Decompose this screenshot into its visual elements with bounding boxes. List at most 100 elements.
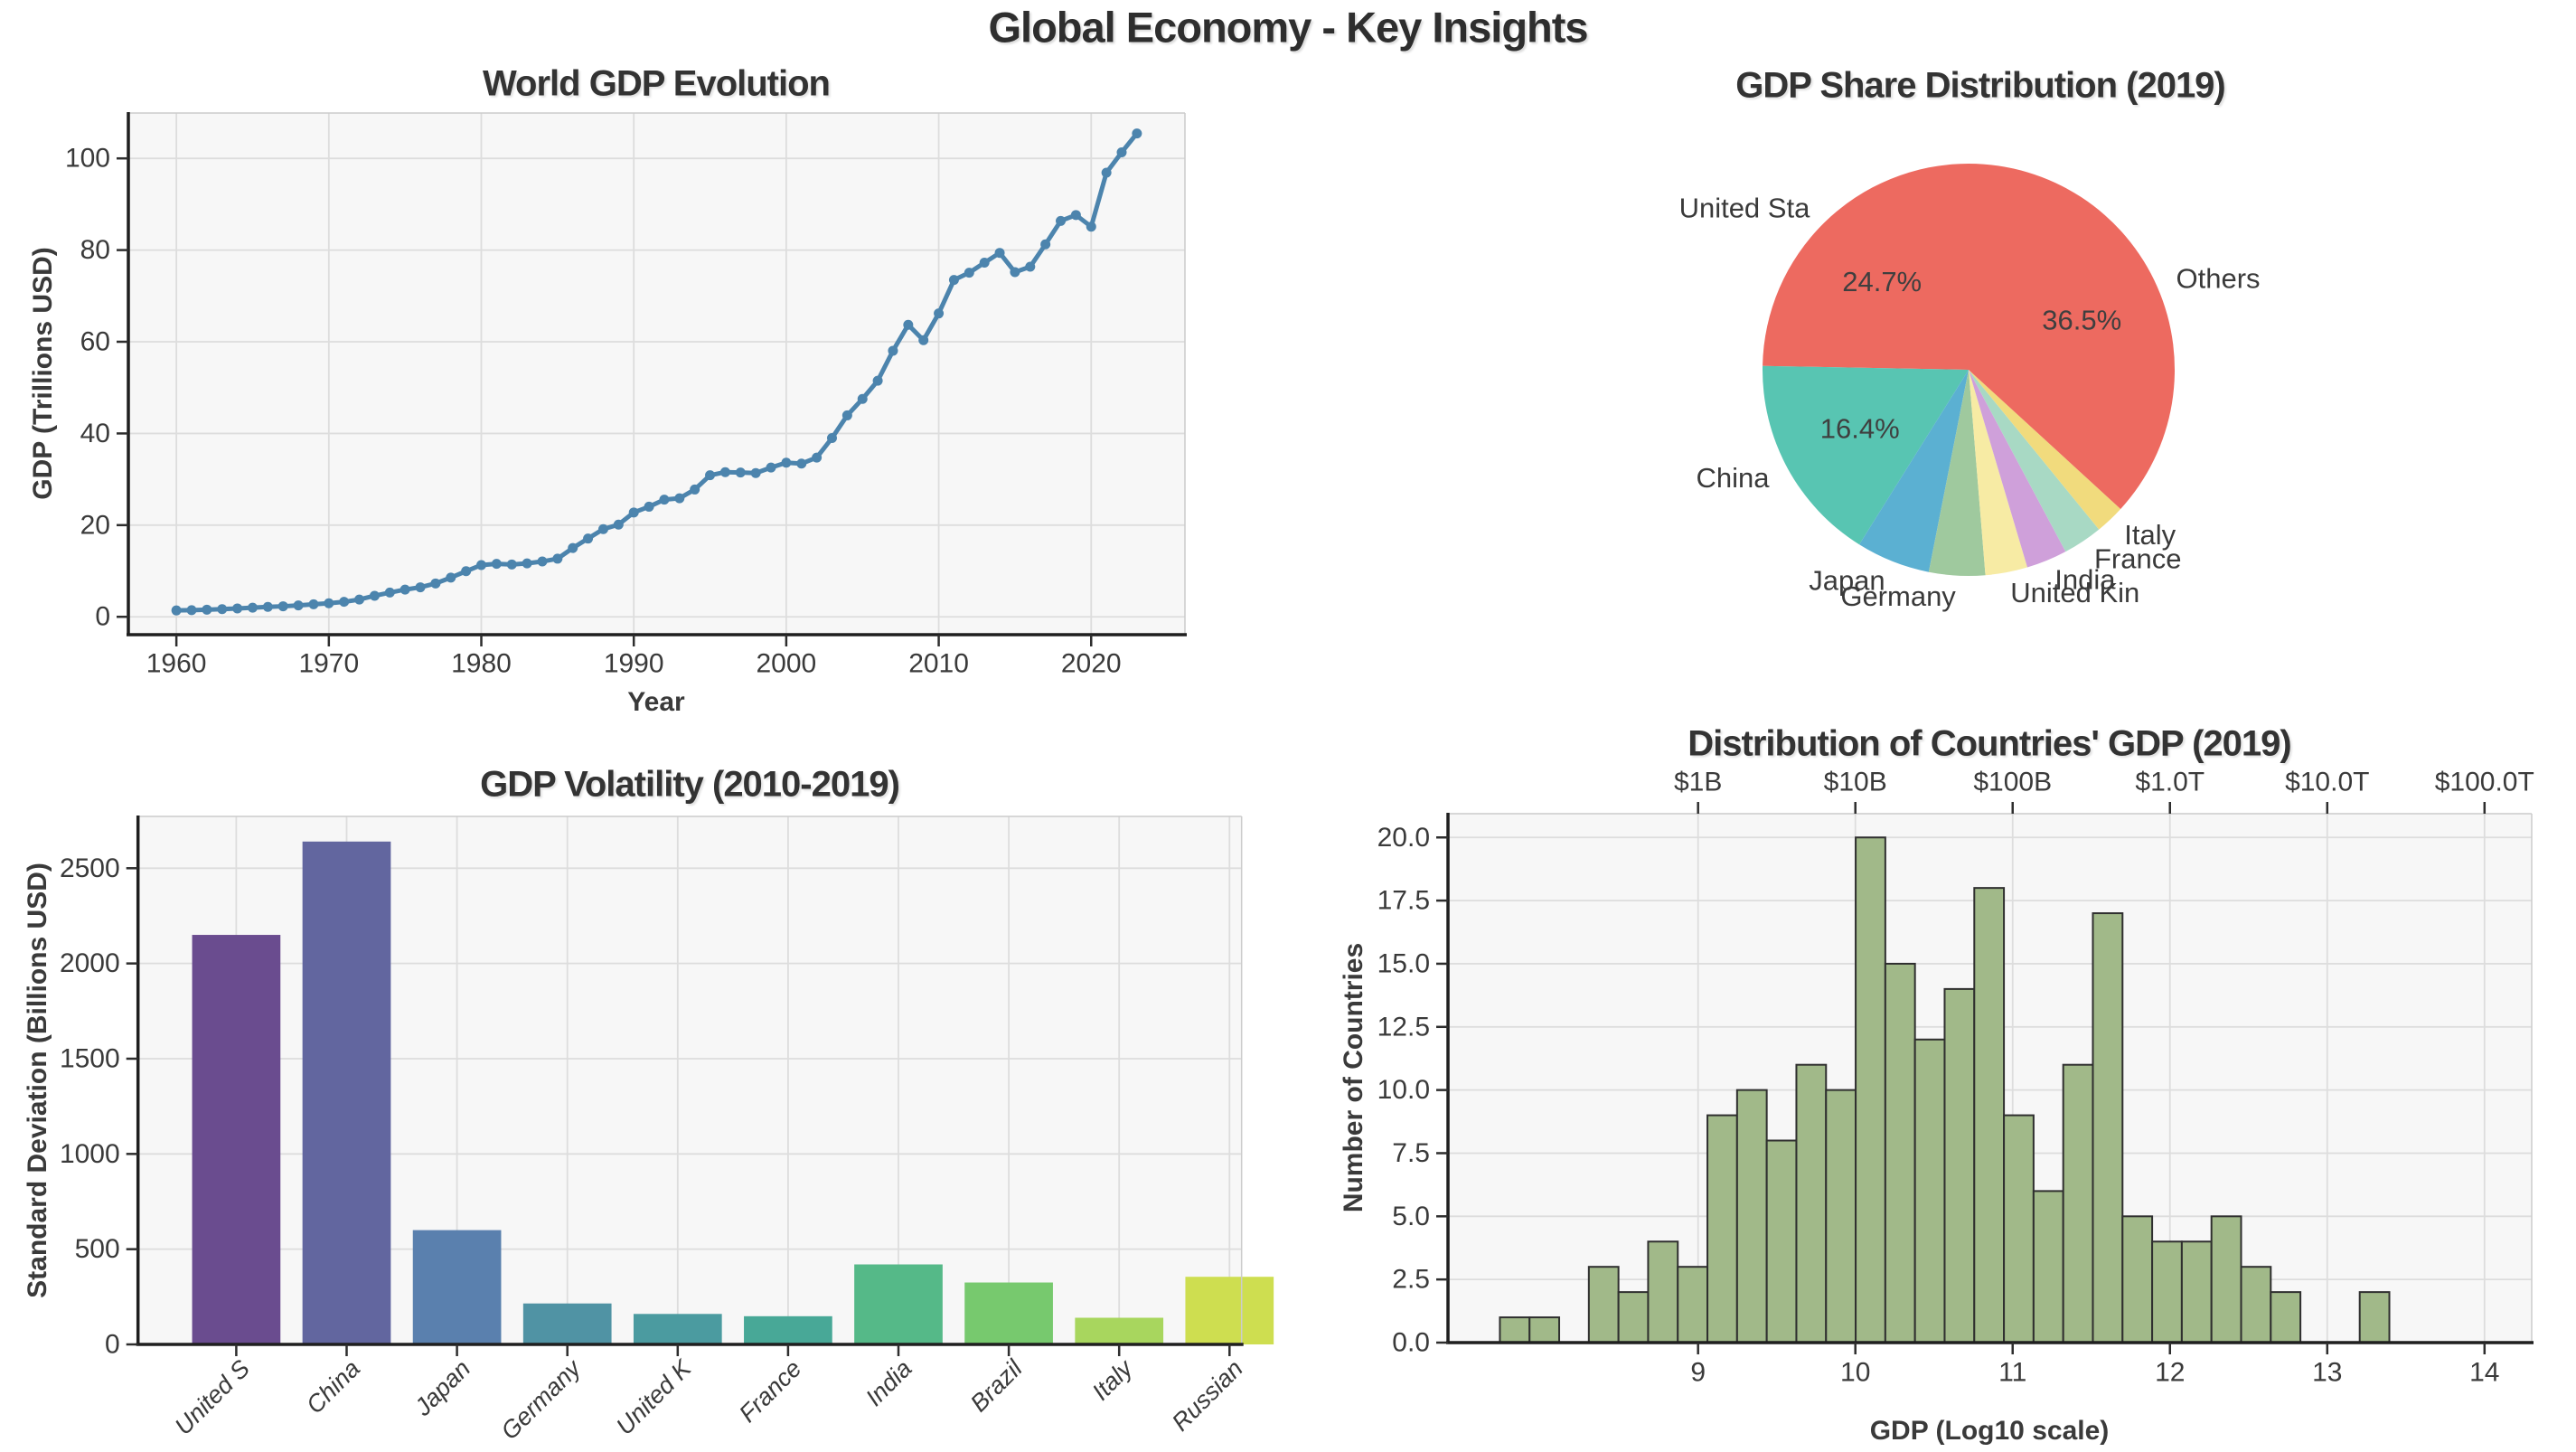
data-point-marker	[247, 602, 258, 613]
data-point-marker	[293, 600, 304, 611]
pie-slice-others	[1969, 164, 2176, 509]
y-tick-label: 20.0	[1377, 823, 1430, 853]
y-tick-label: 500	[75, 1234, 120, 1264]
data-point-marker	[277, 601, 288, 612]
data-point-marker	[568, 542, 578, 553]
data-point-marker	[964, 268, 974, 278]
data-point-marker	[735, 467, 746, 478]
hist-bar	[1943, 987, 1976, 1344]
hist-bar	[1617, 1291, 1650, 1344]
hist-yaxis-label: Number of Countries	[1339, 942, 1368, 1213]
top-axis-label: $1.0T	[2135, 768, 2205, 797]
hist-bar	[2210, 1215, 2242, 1344]
data-point-marker	[644, 501, 654, 512]
hist-bar	[2240, 1266, 2272, 1344]
hist-bar	[2032, 1190, 2064, 1344]
data-point-marker	[1132, 128, 1142, 139]
bar-x-tick-label: Germany	[496, 1353, 588, 1445]
hist-bar	[1884, 962, 1916, 1344]
bar-japan	[412, 1230, 502, 1344]
hist-bar	[2358, 1291, 2391, 1344]
pie-slice-france	[1969, 370, 2100, 552]
data-point-marker	[888, 345, 898, 356]
y-tick-label: 40	[80, 419, 110, 448]
data-point-marker	[872, 375, 883, 386]
data-point-marker	[1040, 239, 1051, 250]
hist-bar	[1973, 887, 2006, 1344]
data-point-marker	[613, 519, 624, 530]
bar-x-tick-label: France	[734, 1354, 807, 1428]
y-tick-label: 15.0	[1377, 948, 1430, 978]
data-point-marker	[171, 605, 182, 616]
data-point-marker	[719, 467, 730, 477]
data-point-marker	[430, 578, 441, 589]
data-point-marker	[491, 559, 502, 570]
data-point-marker	[232, 603, 243, 614]
data-point-marker	[1116, 146, 1127, 157]
pie-slice-label: United Kin	[2010, 577, 2139, 608]
data-point-marker	[1010, 267, 1020, 278]
pie-pct-label: 36.5%	[2042, 304, 2121, 335]
data-point-marker	[903, 319, 914, 330]
y-tick-label: 60	[80, 327, 110, 357]
data-point-marker	[979, 258, 990, 269]
x-tick-label: 2020	[1061, 649, 1122, 679]
pie-slice-label: Italy	[2124, 519, 2176, 551]
hist-bar	[2151, 1240, 2183, 1344]
data-point-marker	[324, 598, 334, 608]
pie-slice-label: Japan	[1809, 565, 1885, 597]
y-tick-label: 0	[95, 602, 110, 632]
data-point-marker	[674, 493, 685, 504]
data-point-marker	[537, 556, 548, 567]
pie-slice-italy	[1969, 370, 2121, 530]
data-point-marker	[354, 594, 365, 605]
y-tick-label: 2000	[60, 948, 120, 978]
y-tick-label: 12.5	[1377, 1012, 1430, 1042]
top-axis-label: $10B	[1824, 768, 1887, 797]
bar-italy	[1075, 1317, 1164, 1344]
data-point-marker	[1025, 261, 1036, 272]
line-xaxis-label: Year	[627, 687, 685, 717]
data-point-marker	[400, 584, 410, 595]
hist-bar	[2180, 1240, 2213, 1344]
hist-bar	[1913, 1038, 1946, 1344]
bar-x-tick-label: Japan	[409, 1354, 475, 1421]
data-point-marker	[1056, 215, 1067, 226]
data-point-marker	[202, 604, 212, 615]
data-point-marker	[186, 605, 197, 616]
data-point-marker	[857, 393, 868, 404]
hist-bar	[1795, 1063, 1828, 1344]
figure-main-title: Global Economy - Key Insights	[988, 3, 1588, 52]
y-tick-label: 1500	[60, 1043, 120, 1073]
data-point-marker	[934, 308, 945, 319]
pie-chart-title: GDP Share Distribution (2019)	[1735, 65, 2226, 106]
data-point-marker	[1086, 222, 1096, 232]
y-tick-label: 2.5	[1392, 1265, 1430, 1295]
hist-bar	[1647, 1240, 1679, 1344]
x-tick-label: 12	[2155, 1358, 2185, 1388]
pie-slice-label: India	[2054, 564, 2116, 596]
bar-china	[302, 841, 391, 1344]
y-tick-label: 2500	[60, 853, 120, 883]
y-tick-label: 80	[80, 235, 110, 265]
x-tick-label: 11	[1998, 1358, 2026, 1388]
data-point-marker	[659, 495, 670, 505]
hist-xaxis-label: GDP (Log10 scale)	[1869, 1416, 2110, 1446]
pie-slice-label: China	[1696, 462, 1770, 494]
data-point-marker	[994, 248, 1005, 259]
pie-slice-label: Others	[2176, 262, 2261, 294]
bar-france	[744, 1315, 832, 1344]
x-tick-label: 14	[2469, 1358, 2499, 1388]
x-tick-label: 2010	[908, 649, 969, 679]
hist-bar	[2270, 1291, 2302, 1344]
hist-bar	[2121, 1215, 2154, 1344]
data-point-marker	[841, 410, 852, 420]
hist-bar	[2062, 1063, 2094, 1344]
hist-chart-title: Distribution of Countries' GDP (2019)	[1688, 723, 2291, 764]
data-point-marker	[1070, 210, 1081, 221]
y-tick-label: 17.5	[1377, 886, 1430, 916]
bar-brazil	[964, 1282, 1053, 1344]
x-tick-label: 1960	[146, 649, 207, 679]
hist-bar	[1677, 1266, 1709, 1344]
data-point-marker	[461, 566, 472, 577]
